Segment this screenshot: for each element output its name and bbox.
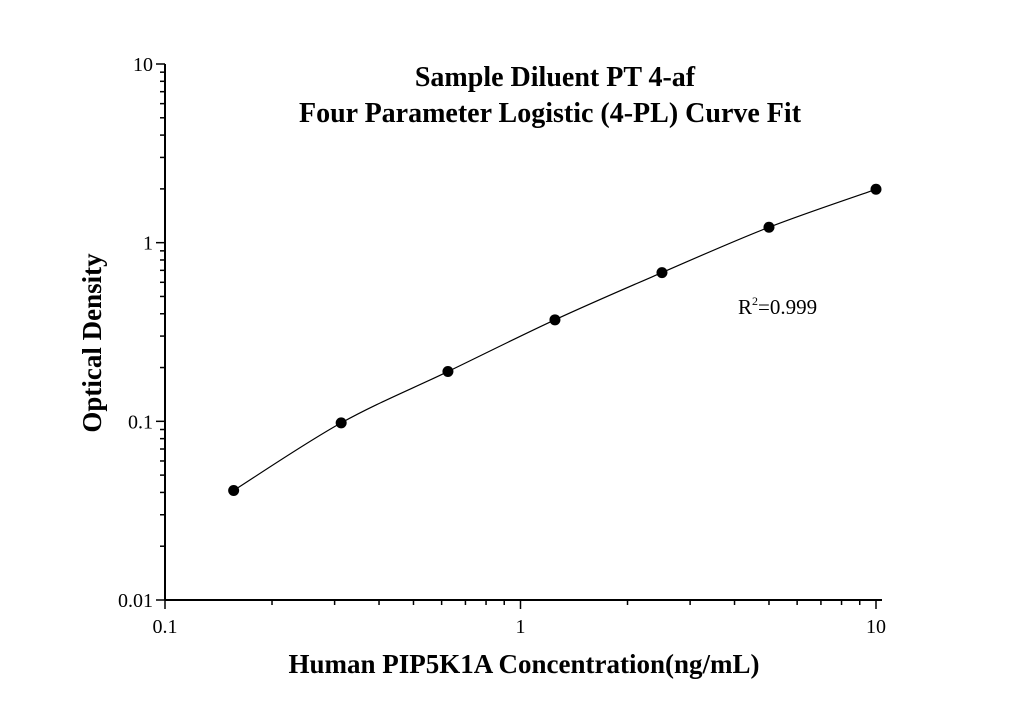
x-axis-label: Human PIP5K1A Concentration(ng/mL) — [288, 649, 759, 679]
chart-title-line-2: Four Parameter Logistic (4-PL) Curve Fit — [299, 98, 802, 129]
x-tick-label: 1 — [516, 616, 526, 638]
y-axis-ticks — [156, 63, 165, 601]
data-point — [656, 267, 668, 279]
data-points — [228, 183, 882, 497]
fit-curve — [233, 188, 877, 492]
y-axis-tick-labels: 0.01 0.1 1 10 — [118, 54, 153, 612]
y-tick-label: 10 — [133, 54, 153, 76]
y-tick-label: 0.1 — [128, 411, 153, 433]
x-tick-label: 0.1 — [153, 616, 178, 638]
r-squared-base: R — [738, 295, 752, 319]
x-axis-tick-labels: 0.1 1 10 — [153, 616, 887, 638]
data-point — [870, 183, 882, 195]
data-point — [442, 366, 454, 378]
x-tick-label: 10 — [866, 616, 886, 638]
data-point — [763, 221, 775, 233]
chart-title-line-1: Sample Diluent PT 4-af — [415, 62, 696, 93]
data-point — [549, 314, 561, 326]
y-axis-label: Optical Density — [77, 253, 107, 433]
data-point — [228, 485, 240, 497]
y-tick-label: 1 — [143, 233, 153, 255]
x-axis-ticks — [164, 600, 877, 609]
r-squared-value: =0.999 — [758, 295, 817, 319]
r-squared-superscript: 2 — [752, 294, 758, 308]
r-squared-annotation: R2=0.999 — [738, 294, 817, 319]
data-point — [335, 417, 347, 429]
y-tick-label: 0.01 — [118, 590, 153, 612]
